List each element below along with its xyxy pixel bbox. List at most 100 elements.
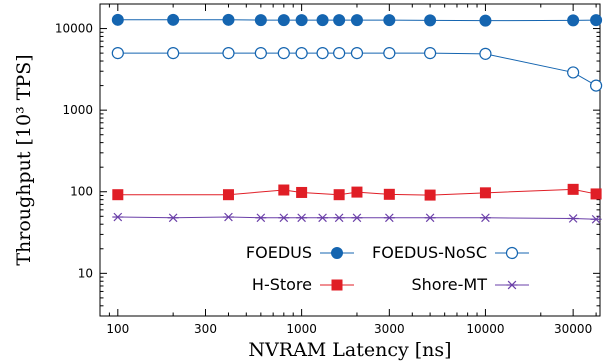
data-point-h-store — [383, 188, 395, 200]
plot-frame — [99, 3, 601, 317]
y-tick-label: 1000 — [62, 103, 93, 117]
data-point-shore-mt — [167, 213, 179, 223]
data-point-h-store — [567, 183, 579, 195]
y-axis-title: Throughput [10³ TPS] — [13, 54, 35, 265]
x-axis-title: NVRAM Latency [ns] — [248, 339, 451, 361]
x-tick-label: 300 — [194, 322, 217, 336]
data-point-foedus — [333, 14, 346, 27]
data-point-h-store — [333, 189, 345, 201]
legend-item-shore-mt: Shore-MT — [411, 275, 529, 294]
legend-marker — [506, 280, 518, 290]
data-point-h-store — [424, 189, 436, 201]
legend-item-h-store: H-Store — [252, 275, 354, 294]
x-tick-label: 1000 — [286, 322, 317, 336]
data-point-foedus-nosc — [167, 47, 180, 60]
data-point-h-store — [278, 184, 290, 196]
data-point-shore-mt — [333, 213, 345, 223]
data-point-foedus-nosc — [350, 47, 364, 60]
y-tick-label: 10000 — [55, 22, 93, 36]
data-point-foedus — [111, 13, 124, 26]
legend-label: FOEDUS-NoSC — [372, 243, 487, 262]
data-point-shore-mt — [317, 213, 329, 223]
asterisk-stroke — [113, 212, 123, 222]
data-point-foedus-nosc — [254, 47, 267, 60]
data-point-h-store — [590, 188, 602, 200]
data-point-h-store — [479, 187, 491, 199]
data-point-shore-mt — [351, 213, 363, 223]
x-tick-label: 10000 — [466, 322, 504, 336]
asterisk-stroke — [568, 214, 578, 223]
data-point-shore-mt — [112, 212, 124, 222]
data-point-foedus-nosc — [333, 47, 346, 60]
x-tick-label: 3000 — [374, 322, 405, 336]
asterisk-stroke — [507, 280, 517, 290]
data-point-foedus-nosc — [424, 47, 437, 60]
data-point-foedus-nosc — [567, 66, 580, 79]
data-point-shore-mt — [383, 213, 395, 223]
x-tick-label: 30000 — [554, 322, 592, 336]
asterisk-stroke — [334, 213, 344, 223]
data-point-foedus — [254, 14, 267, 27]
data-point-foedus-nosc — [316, 47, 329, 60]
legend: FOEDUS FOEDUS-NoSC H-Store Shore-MT — [246, 243, 529, 294]
data-point-shore-mt — [479, 213, 491, 223]
legend-label: Shore-MT — [411, 275, 487, 294]
data-point-foedus — [590, 14, 603, 27]
asterisk-stroke — [318, 213, 327, 223]
data-point-foedus — [277, 14, 290, 27]
data-point-foedus — [295, 14, 308, 27]
data-point-foedus-nosc — [222, 47, 235, 60]
asterisk-stroke — [591, 214, 601, 224]
data-point-foedus-nosc — [277, 47, 290, 60]
asterisk-stroke — [168, 213, 178, 223]
data-point-shore-mt — [255, 213, 267, 223]
data-point-foedus — [350, 14, 363, 27]
data-point-foedus-nosc — [111, 47, 124, 60]
data-point-foedus-nosc — [383, 47, 396, 60]
asterisk-stroke — [352, 213, 362, 223]
data-point-shore-mt — [296, 213, 308, 223]
legend-marker — [331, 247, 343, 259]
axes: 100 300 1000 3000 10000 30000 10 100 1000 10000 — [55, 3, 600, 336]
legend-marker — [505, 246, 519, 260]
data-point-h-store — [222, 189, 234, 201]
data-point-h-store — [351, 186, 363, 198]
series-h-store — [112, 183, 602, 201]
series-foedus — [111, 13, 603, 27]
y-tick-label: 10 — [78, 266, 93, 280]
data-point-h-store — [112, 189, 124, 201]
legend-label: H-Store — [252, 275, 312, 294]
series-layer — [111, 13, 603, 224]
series-shore-mt — [112, 212, 602, 224]
data-point-h-store — [296, 186, 308, 198]
asterisk-stroke — [279, 213, 289, 223]
asterisk-stroke — [256, 213, 266, 223]
asterisk-stroke — [481, 213, 490, 223]
data-point-foedus — [479, 14, 492, 27]
data-point-shore-mt — [278, 213, 290, 223]
data-point-shore-mt — [590, 214, 602, 224]
legend-marker — [331, 279, 343, 291]
data-point-shore-mt — [424, 213, 436, 223]
asterisk-stroke — [297, 213, 306, 223]
data-point-foedus — [316, 14, 329, 27]
data-point-foedus — [222, 13, 235, 26]
data-point-foedus-nosc — [295, 47, 308, 60]
legend-label: FOEDUS — [246, 243, 312, 262]
data-point-foedus-nosc — [590, 79, 603, 92]
legend-item-foedus: FOEDUS — [246, 243, 354, 262]
asterisk-stroke — [385, 213, 394, 223]
data-point-foedus-nosc — [479, 47, 492, 60]
data-point-shore-mt — [567, 214, 579, 223]
series-foedus-nosc — [111, 47, 603, 92]
legend-item-foedus-nosc: FOEDUS-NoSC — [372, 243, 529, 262]
asterisk-stroke — [224, 212, 233, 222]
data-point-foedus — [383, 14, 396, 27]
data-point-foedus — [167, 13, 180, 26]
data-point-foedus — [424, 14, 437, 27]
x-tick-label: 100 — [106, 322, 129, 336]
asterisk-stroke — [425, 213, 435, 223]
y-tick-label: 100 — [70, 185, 93, 199]
data-point-foedus — [567, 14, 580, 27]
